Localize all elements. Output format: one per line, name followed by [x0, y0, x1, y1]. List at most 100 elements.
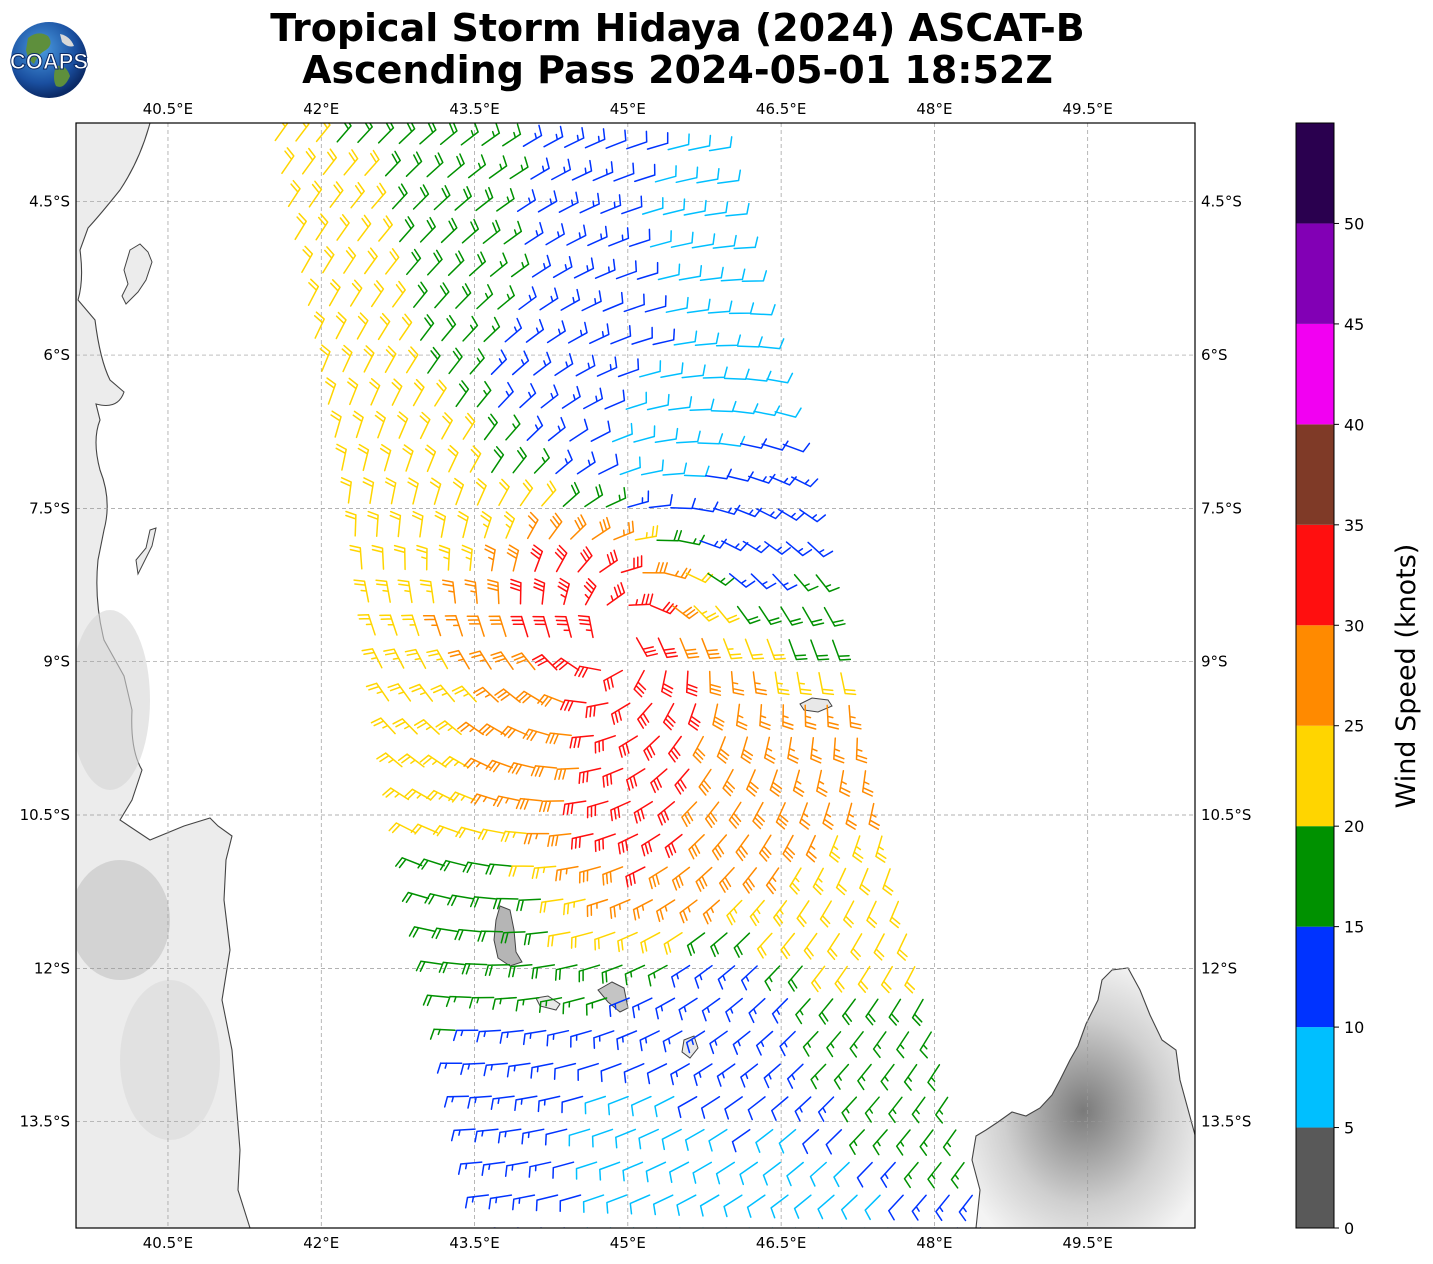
- wind-barb: [343, 149, 359, 176]
- wind-barb: [485, 863, 512, 875]
- wind-barb: [584, 1227, 589, 1228]
- wind-barb: [758, 834, 772, 862]
- wind-barb: [540, 384, 559, 409]
- wind-barb: [538, 800, 565, 813]
- wind-barb: [843, 900, 855, 928]
- wind-barb: [367, 510, 379, 537]
- lon-tick-label-bottom: 42°E: [303, 1234, 339, 1252]
- wind-barb: [699, 538, 727, 549]
- wind-barb: [560, 699, 587, 712]
- wind-barb: [683, 465, 710, 477]
- wind-barb: [718, 435, 746, 447]
- wind-barb: [755, 1128, 774, 1153]
- wind-barb: [554, 767, 580, 781]
- wind-barb: [787, 736, 799, 764]
- wind-barb: [904, 966, 916, 994]
- wind-barb: [379, 444, 392, 472]
- wind-barb: [426, 789, 454, 801]
- wind-barb: [489, 252, 508, 277]
- wind-barb: [834, 965, 848, 993]
- wind-barb: [382, 787, 410, 801]
- wind-barb: [484, 544, 496, 572]
- wind-barb: [895, 1129, 911, 1156]
- wind-barb: [375, 579, 391, 603]
- wind-barb: [732, 1030, 751, 1055]
- wind-barb: [596, 356, 618, 377]
- wind-barb: [444, 615, 464, 637]
- wind-barb: [633, 800, 653, 824]
- wind-barb: [412, 184, 430, 210]
- wind-barb: [537, 190, 558, 213]
- madagascar: [971, 967, 1195, 1228]
- wind-barb: [809, 1161, 827, 1187]
- wind-barb: [492, 897, 519, 910]
- wind-barb: [670, 497, 696, 510]
- wind-barb: [594, 931, 616, 951]
- wind-barb: [500, 931, 526, 944]
- wind-barb: [349, 279, 363, 307]
- wind-barb: [610, 800, 631, 822]
- wind-barb: [770, 1194, 789, 1219]
- wind-barb: [608, 1227, 612, 1228]
- wind-barb: [728, 801, 742, 829]
- wind-barb: [457, 1161, 483, 1175]
- wind-barb: [585, 997, 608, 1016]
- wind-barb: [605, 486, 627, 508]
- wind-barb: [740, 438, 768, 449]
- colorbar-bin: [1296, 524, 1334, 626]
- colorbar-bin: [1296, 323, 1334, 425]
- wind-barb: [490, 1095, 515, 1110]
- wind-barb: [724, 1227, 727, 1228]
- wind-barb: [582, 1194, 605, 1213]
- wind-barb: [741, 270, 768, 282]
- wind-barb: [594, 735, 616, 754]
- colorbar-bin: [1296, 123, 1334, 224]
- wind-barb: [747, 1227, 750, 1228]
- wind-barb: [585, 702, 609, 719]
- wind-barb: [840, 672, 857, 696]
- wind-barb: [503, 220, 523, 245]
- colorbar-bin: [1296, 1027, 1334, 1128]
- island-mafia: [135, 527, 157, 576]
- wind-barb: [708, 1128, 728, 1152]
- wind-barb: [765, 867, 780, 895]
- wind-barb: [413, 281, 428, 308]
- wind-barb: [640, 459, 664, 476]
- wind-barb: [679, 637, 700, 659]
- colorbar-bin: [1296, 223, 1334, 324]
- wind-barb: [618, 735, 638, 758]
- wind-barb: [518, 286, 537, 311]
- colorbar-tick-label: 45: [1344, 315, 1364, 334]
- wind-barb: [420, 314, 435, 341]
- lat-tick-label-left: 9°S: [43, 653, 70, 671]
- wind-barb: [785, 541, 813, 557]
- wind-barb: [429, 477, 442, 505]
- wind-barb: [748, 997, 766, 1024]
- wind-barb: [439, 859, 468, 872]
- lon-tick-label-top: 40.5°E: [143, 100, 193, 118]
- wind-barb: [623, 293, 645, 313]
- wind-barb: [777, 508, 805, 521]
- wind-barb: [855, 737, 868, 764]
- wind-barb: [561, 1095, 584, 1114]
- wind-barb: [707, 300, 733, 314]
- wind-barb: [434, 510, 447, 538]
- wind-barb: [504, 317, 523, 343]
- wind-barb: [640, 931, 661, 954]
- wind-barb: [852, 835, 864, 863]
- wind-barb: [730, 670, 745, 696]
- wind-barb: [864, 1096, 880, 1123]
- colorbar-bin: [1296, 1127, 1334, 1228]
- wind-barb: [287, 179, 301, 208]
- wind-barb: [397, 411, 409, 439]
- wind-barb: [538, 997, 563, 1013]
- wind-barb: [802, 606, 825, 627]
- wind-barb: [771, 998, 789, 1024]
- wind-barb: [447, 250, 465, 276]
- wind-barb: [515, 690, 543, 704]
- wind-barb: [662, 198, 686, 216]
- wind-barb: [888, 998, 902, 1026]
- wind-barb: [677, 1096, 698, 1119]
- wind-barb: [691, 233, 716, 249]
- wind-barb: [657, 263, 681, 281]
